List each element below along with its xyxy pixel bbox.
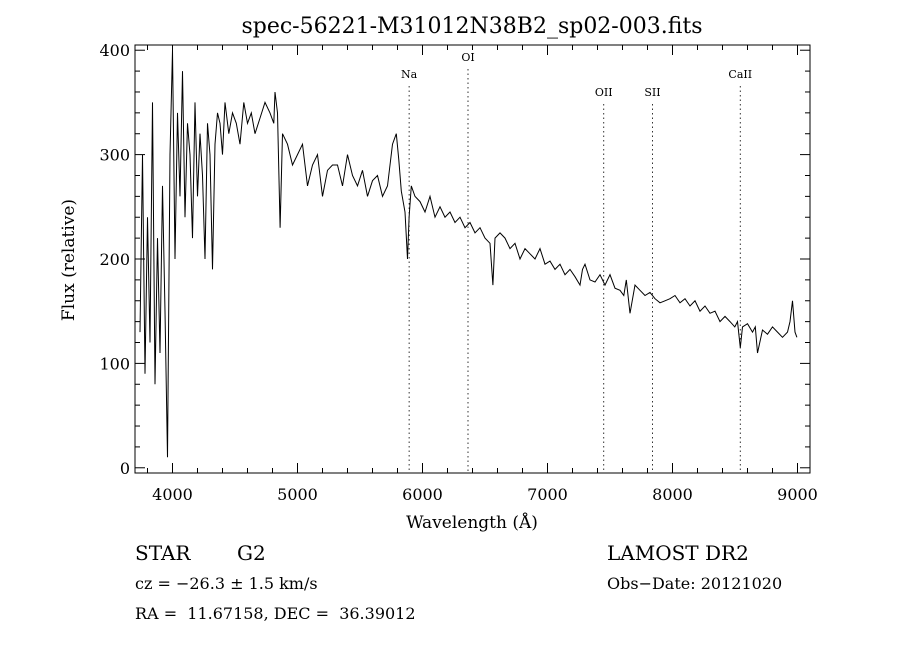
spectral-line-label: OI [461, 51, 474, 64]
spectral-line-label: CaII [728, 68, 752, 81]
y-axis: 0 100 200 300 400 [99, 41, 810, 478]
y-axis-label: Flux (relative) [59, 199, 79, 321]
survey-name: LAMOST DR2 [607, 541, 749, 565]
redshift-cz: cz = −26.3 ± 1.5 km/s [135, 574, 318, 593]
coordinates-radec: RA = 11.67158, DEC = 36.39012 [135, 604, 416, 623]
x-tick-label: 8000 [652, 485, 693, 504]
x-axis: 4000 5000 6000 7000 8000 9000 [147, 45, 818, 504]
x-tick-label: 6000 [402, 485, 443, 504]
x-tick-label: 7000 [527, 485, 568, 504]
spectral-line-markers: Na OI OII SII CaII [401, 51, 752, 473]
chart-title: spec-56221-M31012N38B2_sp02-003.fits [241, 14, 702, 39]
y-tick-label: 100 [99, 354, 130, 373]
y-tick-label: 200 [99, 250, 130, 269]
observation-date: Obs−Date: 20121020 [607, 574, 783, 593]
plot-frame [134, 44, 811, 474]
spectral-line-label: SII [644, 86, 660, 99]
x-tick-label: 5000 [277, 485, 318, 504]
x-tick-label: 9000 [777, 485, 818, 504]
object-subclass: G2 [237, 541, 266, 565]
y-tick-label: 400 [99, 41, 130, 60]
x-tick-label: 4000 [152, 485, 193, 504]
x-axis-label: Wavelength (Å) [406, 512, 538, 533]
object-type: STAR [135, 541, 191, 565]
spectral-line-label: Na [401, 68, 418, 81]
spectrum-line [139, 50, 798, 458]
spectral-line-label: OII [595, 86, 613, 99]
y-tick-label: 0 [120, 459, 130, 478]
y-tick-label: 300 [99, 146, 130, 165]
